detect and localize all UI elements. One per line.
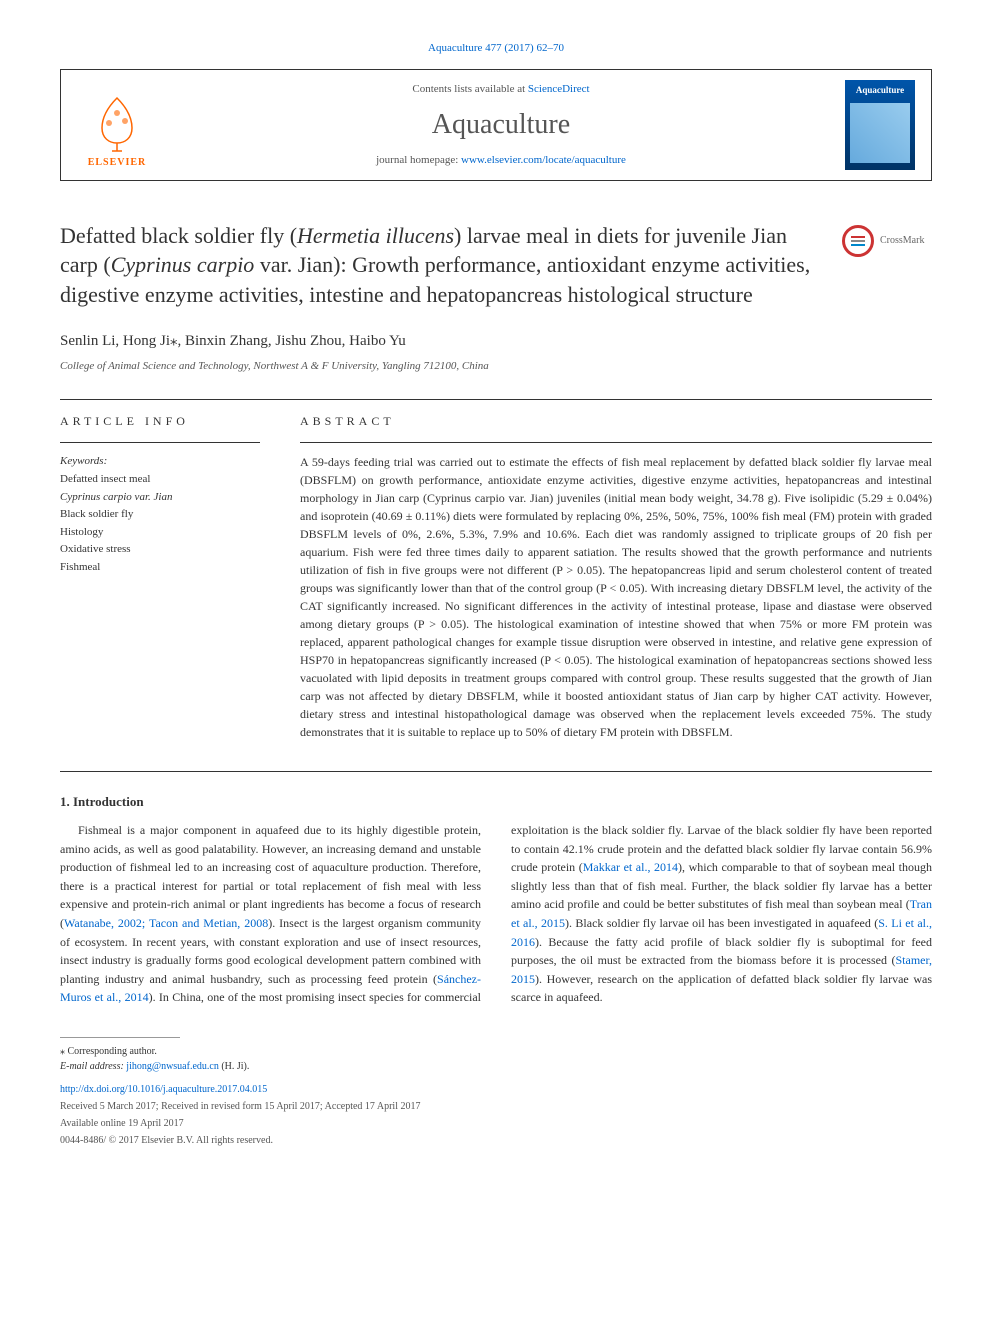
divider	[60, 771, 932, 772]
available-online: Available online 19 April 2017	[60, 1116, 932, 1131]
keyword: Defatted insect meal	[60, 471, 260, 489]
divider	[300, 442, 932, 443]
article-info-label: ARTICLE INFO	[60, 412, 260, 430]
text: ). However, research on the application …	[511, 972, 932, 1005]
citation-link[interactable]: Makkar et al., 2014	[583, 860, 678, 874]
text: ). Black soldier fly larvae oil has been…	[565, 916, 878, 930]
elsevier-label: ELSEVIER	[88, 155, 147, 170]
citation-link[interactable]: Watanabe, 2002; Tacon and Metian, 2008	[64, 916, 268, 930]
email-link[interactable]: jihong@nwsuaf.edu.cn	[126, 1061, 219, 1072]
text: ). Because the fatty acid profile of bla…	[511, 935, 932, 968]
title-species2: Cyprinus carpio	[111, 252, 255, 277]
cover-title: Aquaculture	[856, 84, 904, 98]
corresponding-author: ⁎ Corresponding author.	[60, 1044, 932, 1059]
keyword: Oxidative stress	[60, 541, 260, 559]
affiliation: College of Animal Science and Technology…	[60, 358, 932, 375]
journal-reference: Aquaculture 477 (2017) 62–70	[60, 40, 932, 57]
intro-paragraph: Fishmeal is a major component in aquafee…	[60, 821, 932, 1007]
journal-homepage: journal homepage: www.elsevier.com/locat…	[157, 152, 845, 169]
crossmark-badge[interactable]: CrossMark	[842, 221, 932, 261]
abstract-label: ABSTRACT	[300, 412, 932, 430]
info-abstract-row: ARTICLE INFO Keywords: Defatted insect m…	[60, 412, 932, 741]
journal-name: Aquaculture	[157, 104, 845, 146]
divider	[60, 442, 260, 443]
received-dates: Received 5 March 2017; Received in revis…	[60, 1099, 932, 1114]
journal-cover: Aquaculture	[845, 80, 915, 170]
crossmark-label: CrossMark	[880, 233, 924, 248]
article-info-column: ARTICLE INFO Keywords: Defatted insect m…	[60, 412, 260, 741]
homepage-link[interactable]: www.elsevier.com/locate/aquaculture	[461, 154, 626, 166]
text: Fishmeal is a major component in aquafee…	[60, 823, 481, 930]
intro-heading: 1. Introduction	[60, 792, 932, 812]
sciencedirect-link[interactable]: ScienceDirect	[528, 83, 590, 95]
abstract-text: A 59-days feeding trial was carried out …	[300, 453, 932, 741]
email-suffix: (H. Ji).	[219, 1061, 250, 1072]
article-title: Defatted black soldier fly (Hermetia ill…	[60, 221, 822, 310]
contents-list-line: Contents lists available at ScienceDirec…	[157, 81, 845, 98]
header-center: Contents lists available at ScienceDirec…	[157, 81, 845, 168]
contents-prefix: Contents lists available at	[412, 83, 527, 95]
authors: Senlin Li, Hong Ji⁎, Binxin Zhang, Jishu…	[60, 330, 932, 353]
title-part: Defatted black soldier fly (	[60, 223, 297, 248]
abstract-column: ABSTRACT A 59-days feeding trial was car…	[300, 412, 932, 741]
elsevier-logo[interactable]: ELSEVIER	[77, 80, 157, 170]
copyright: 0044-8486/ © 2017 Elsevier B.V. All righ…	[60, 1133, 932, 1148]
homepage-prefix: journal homepage:	[376, 154, 461, 166]
keyword: Black soldier fly	[60, 506, 260, 524]
keywords-label: Keywords:	[60, 453, 260, 470]
keyword: Cyprinus carpio var. Jian	[60, 489, 260, 507]
title-row: Defatted black soldier fly (Hermetia ill…	[60, 221, 932, 310]
email-line: E-mail address: jihong@nwsuaf.edu.cn (H.…	[60, 1059, 932, 1074]
introduction-section: 1. Introduction Fishmeal is a major comp…	[60, 792, 932, 1007]
title-species1: Hermetia illucens	[297, 223, 454, 248]
journal-header: ELSEVIER Contents lists available at Sci…	[60, 69, 932, 181]
elsevier-tree-icon	[87, 93, 147, 153]
cover-image	[850, 103, 910, 163]
keyword: Fishmeal	[60, 559, 260, 577]
keyword-italic: Cyprinus carpio var. Jian	[60, 491, 172, 503]
footnote-divider	[60, 1037, 180, 1038]
divider	[60, 399, 932, 400]
doi-link[interactable]: http://dx.doi.org/10.1016/j.aquaculture.…	[60, 1082, 932, 1097]
body-columns: Fishmeal is a major component in aquafee…	[60, 821, 932, 1007]
email-label: E-mail address:	[60, 1061, 126, 1072]
keyword: Histology	[60, 524, 260, 542]
crossmark-icon	[842, 225, 874, 257]
